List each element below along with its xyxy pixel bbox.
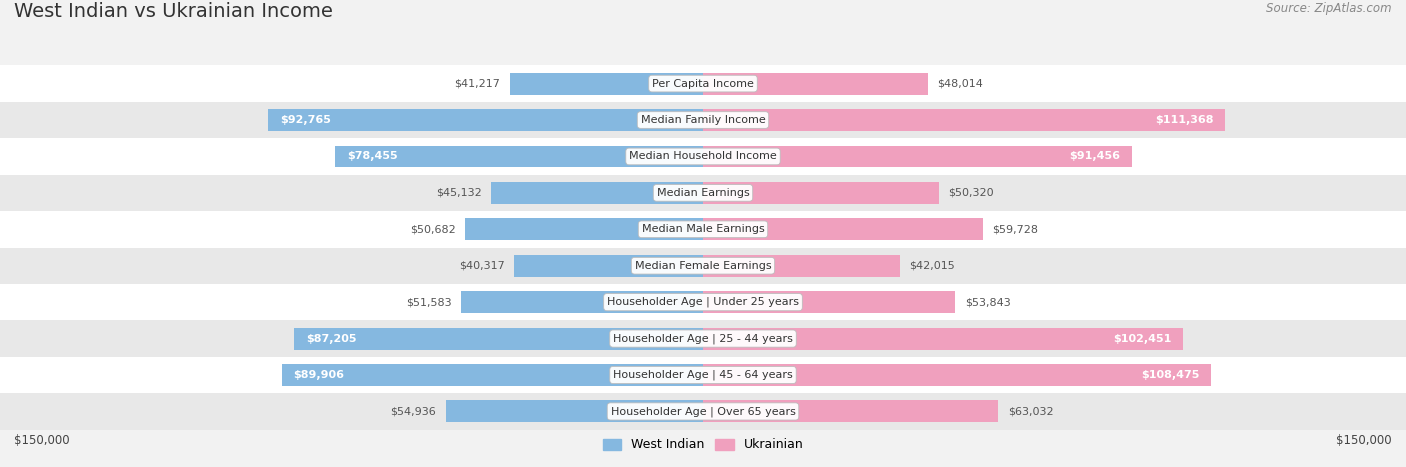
Bar	[461, 291, 703, 313]
Text: $150,000: $150,000	[1336, 434, 1392, 447]
Bar	[703, 109, 1225, 131]
Bar	[0, 320, 1406, 357]
Text: $41,217: $41,217	[454, 78, 501, 89]
Bar	[515, 255, 703, 276]
Text: Source: ZipAtlas.com: Source: ZipAtlas.com	[1267, 2, 1392, 15]
Bar	[0, 65, 1406, 102]
Text: $42,015: $42,015	[910, 261, 955, 271]
Bar	[703, 401, 998, 422]
Text: $89,906: $89,906	[294, 370, 344, 380]
Bar	[0, 357, 1406, 393]
Text: West Indian vs Ukrainian Income: West Indian vs Ukrainian Income	[14, 2, 333, 21]
Text: Median Earnings: Median Earnings	[657, 188, 749, 198]
Text: $63,032: $63,032	[1008, 406, 1053, 417]
Bar	[703, 182, 939, 204]
Text: $50,682: $50,682	[411, 224, 456, 234]
Text: $111,368: $111,368	[1154, 115, 1213, 125]
Bar	[703, 146, 1132, 167]
Bar	[0, 393, 1406, 430]
Text: Median Household Income: Median Household Income	[628, 151, 778, 162]
Text: $45,132: $45,132	[436, 188, 482, 198]
Text: $59,728: $59,728	[993, 224, 1038, 234]
Bar	[703, 364, 1212, 386]
Text: $40,317: $40,317	[458, 261, 505, 271]
Bar	[335, 146, 703, 167]
Text: $108,475: $108,475	[1142, 370, 1199, 380]
Text: $48,014: $48,014	[938, 78, 983, 89]
Bar	[703, 328, 1184, 349]
Bar	[269, 109, 703, 131]
Bar	[703, 291, 955, 313]
Text: Householder Age | 45 - 64 years: Householder Age | 45 - 64 years	[613, 370, 793, 380]
Text: $92,765: $92,765	[280, 115, 330, 125]
Text: $87,205: $87,205	[307, 333, 357, 344]
Text: Householder Age | Under 25 years: Householder Age | Under 25 years	[607, 297, 799, 307]
Legend: West Indian, Ukrainian: West Indian, Ukrainian	[600, 436, 806, 454]
Text: $102,451: $102,451	[1114, 333, 1171, 344]
Text: $78,455: $78,455	[347, 151, 398, 162]
Text: $150,000: $150,000	[14, 434, 70, 447]
Bar	[465, 219, 703, 240]
Bar	[0, 248, 1406, 284]
Text: $53,843: $53,843	[965, 297, 1011, 307]
Bar	[0, 175, 1406, 211]
Text: Median Male Earnings: Median Male Earnings	[641, 224, 765, 234]
Text: $91,456: $91,456	[1069, 151, 1121, 162]
Bar	[0, 102, 1406, 138]
Bar	[703, 73, 928, 94]
Text: Householder Age | 25 - 44 years: Householder Age | 25 - 44 years	[613, 333, 793, 344]
Bar	[0, 284, 1406, 320]
Bar	[446, 401, 703, 422]
Text: Median Family Income: Median Family Income	[641, 115, 765, 125]
Bar	[0, 211, 1406, 248]
Text: $54,936: $54,936	[391, 406, 436, 417]
Bar	[492, 182, 703, 204]
Text: $50,320: $50,320	[948, 188, 994, 198]
Bar	[510, 73, 703, 94]
Bar	[0, 138, 1406, 175]
Text: Median Female Earnings: Median Female Earnings	[634, 261, 772, 271]
Text: $51,583: $51,583	[406, 297, 451, 307]
Text: Householder Age | Over 65 years: Householder Age | Over 65 years	[610, 406, 796, 417]
Bar	[294, 328, 703, 349]
Bar	[281, 364, 703, 386]
Text: Per Capita Income: Per Capita Income	[652, 78, 754, 89]
Bar	[703, 255, 900, 276]
Bar	[703, 219, 983, 240]
